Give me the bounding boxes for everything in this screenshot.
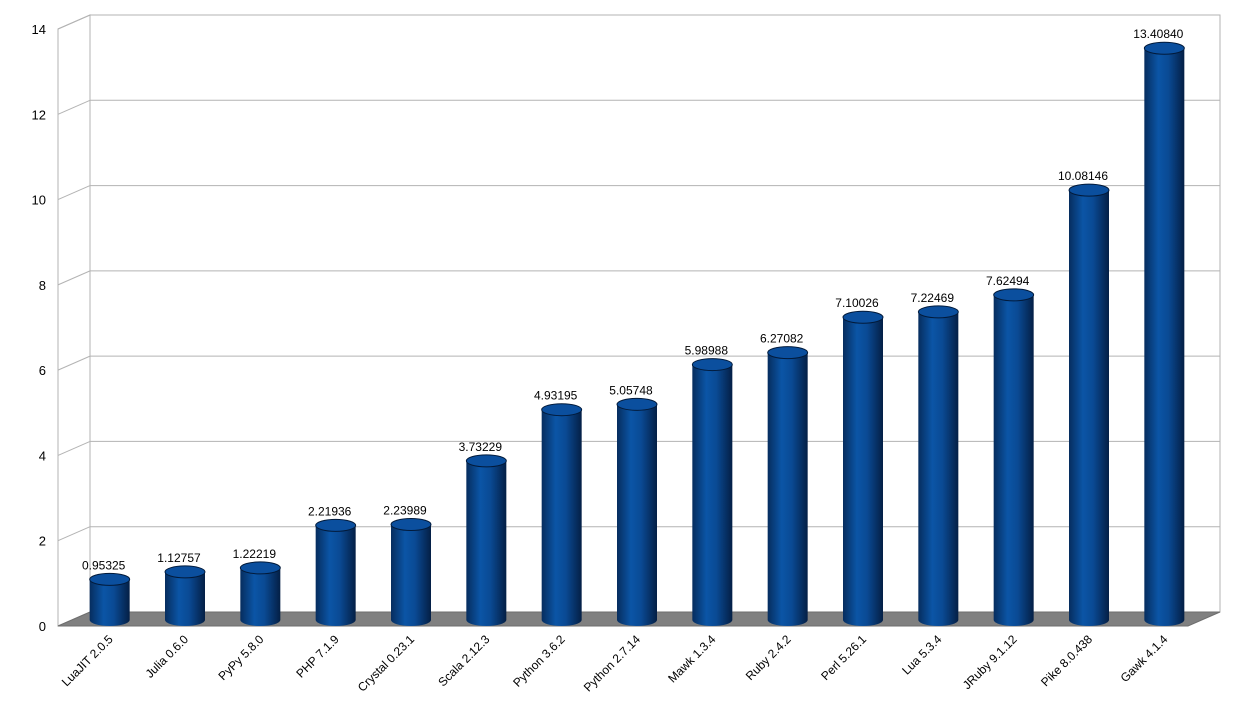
category-label: Scala 2.12.3 <box>435 632 492 689</box>
bar <box>1068 183 1110 626</box>
category-label: PHP 7.1.9 <box>293 632 342 681</box>
y-tick-label: 2 <box>39 534 46 549</box>
category-label: Lua 5.3.4 <box>899 632 945 678</box>
bar-top <box>767 346 809 360</box>
bar-body <box>240 567 281 626</box>
bar-body <box>541 409 582 626</box>
bar <box>1143 41 1185 626</box>
category-label: Perl 5.26.1 <box>818 632 869 683</box>
bar <box>993 288 1035 626</box>
y-tick-label: 8 <box>39 278 46 293</box>
bar-top <box>465 454 507 468</box>
category-label: LuaJIT 2.0.5 <box>59 632 116 689</box>
gridline-side <box>57 99 91 115</box>
y-tick-label: 14 <box>32 22 46 37</box>
bar-top <box>239 561 281 575</box>
category-label: JRuby 9.1.12 <box>960 632 1020 692</box>
category-label: Python 3.6.2 <box>510 632 568 690</box>
bar-body <box>617 404 657 626</box>
bar-top <box>842 310 884 324</box>
value-labels: 0.95325 1.12757 1.22219 2.21936 2.23989 3.732… <box>82 27 1184 572</box>
value-label: 1.22219 <box>233 547 277 561</box>
bar-top <box>917 305 959 319</box>
bar <box>164 565 206 626</box>
y-axis-ticks: 0 2 4 6 8 10 12 14 <box>32 22 46 634</box>
gridline-side <box>57 270 91 286</box>
y-tick-label: 6 <box>39 363 46 378</box>
value-label: 2.21936 <box>308 504 352 518</box>
value-label: 7.62494 <box>986 274 1030 288</box>
bar-body <box>89 579 130 626</box>
gridline-side <box>57 526 91 542</box>
bar <box>239 561 281 626</box>
bar-top <box>616 397 658 411</box>
bar-top <box>89 572 131 586</box>
category-label: Mawk 1.3.4 <box>665 632 719 686</box>
bar-body <box>692 364 733 626</box>
y-tick-label: 12 <box>32 107 46 122</box>
y-tick-label: 4 <box>39 448 46 463</box>
bar-body <box>918 311 959 626</box>
gridline-side <box>57 14 91 30</box>
y-tick-label: 10 <box>32 193 46 208</box>
value-label: 7.10026 <box>835 296 879 310</box>
bar-body <box>1144 48 1185 626</box>
category-label: PyPy 5.8.0 <box>216 632 267 683</box>
gridline-side <box>57 440 91 456</box>
value-label: 2.23989 <box>383 503 427 517</box>
value-label: 4.93195 <box>534 389 578 403</box>
bar <box>616 397 658 626</box>
value-label: 0.95325 <box>82 558 126 572</box>
bar <box>390 517 432 626</box>
value-label: 1.12757 <box>157 551 201 565</box>
gridline-side <box>57 185 91 201</box>
category-labels: LuaJIT 2.0.5 Julia 0.6.0 PyPy 5.8.0 PHP 7.1… <box>59 632 1171 695</box>
bar-body <box>767 352 808 626</box>
bar <box>917 305 959 626</box>
side-wall <box>57 14 91 627</box>
bar <box>691 358 733 626</box>
category-label: Python 2.7.14 <box>581 632 643 694</box>
category-label: Gawk 4.1.4 <box>1118 632 1171 685</box>
bars <box>89 41 1185 626</box>
bar <box>315 518 357 626</box>
value-label: 5.05748 <box>609 383 653 397</box>
category-label: Pike 8.0.438 <box>1038 632 1095 689</box>
value-label: 6.27082 <box>760 332 804 346</box>
gridline-side <box>57 355 91 371</box>
value-label: 13.40840 <box>1133 27 1183 41</box>
bar <box>89 572 131 626</box>
bar <box>767 346 809 626</box>
bar-body <box>1069 190 1109 626</box>
bar-body <box>165 571 205 626</box>
bar-top <box>315 518 357 532</box>
bar-body <box>466 460 507 626</box>
bar-top <box>691 358 733 372</box>
bar-top <box>993 288 1035 302</box>
bar-body <box>315 525 356 626</box>
bar-top <box>164 565 206 579</box>
bar <box>465 454 507 626</box>
bar-body <box>391 524 431 626</box>
bar-body <box>993 294 1034 626</box>
value-label: 7.22469 <box>911 291 955 305</box>
bar <box>842 310 884 626</box>
value-label: 10.08146 <box>1058 169 1108 183</box>
bar-top <box>1143 41 1185 55</box>
category-label: Ruby 2.4.2 <box>743 632 794 683</box>
bar <box>541 403 583 626</box>
y-tick-label: 0 <box>39 619 46 634</box>
bar-top <box>390 517 432 531</box>
value-label: 3.73229 <box>459 440 503 454</box>
bar-top <box>541 403 583 417</box>
value-label: 5.98988 <box>685 344 729 358</box>
bar-top <box>1068 183 1110 197</box>
category-label: Crystal 0.23.1 <box>355 632 417 694</box>
bar-body <box>843 317 883 626</box>
category-label: Julia 0.6.0 <box>143 632 192 681</box>
